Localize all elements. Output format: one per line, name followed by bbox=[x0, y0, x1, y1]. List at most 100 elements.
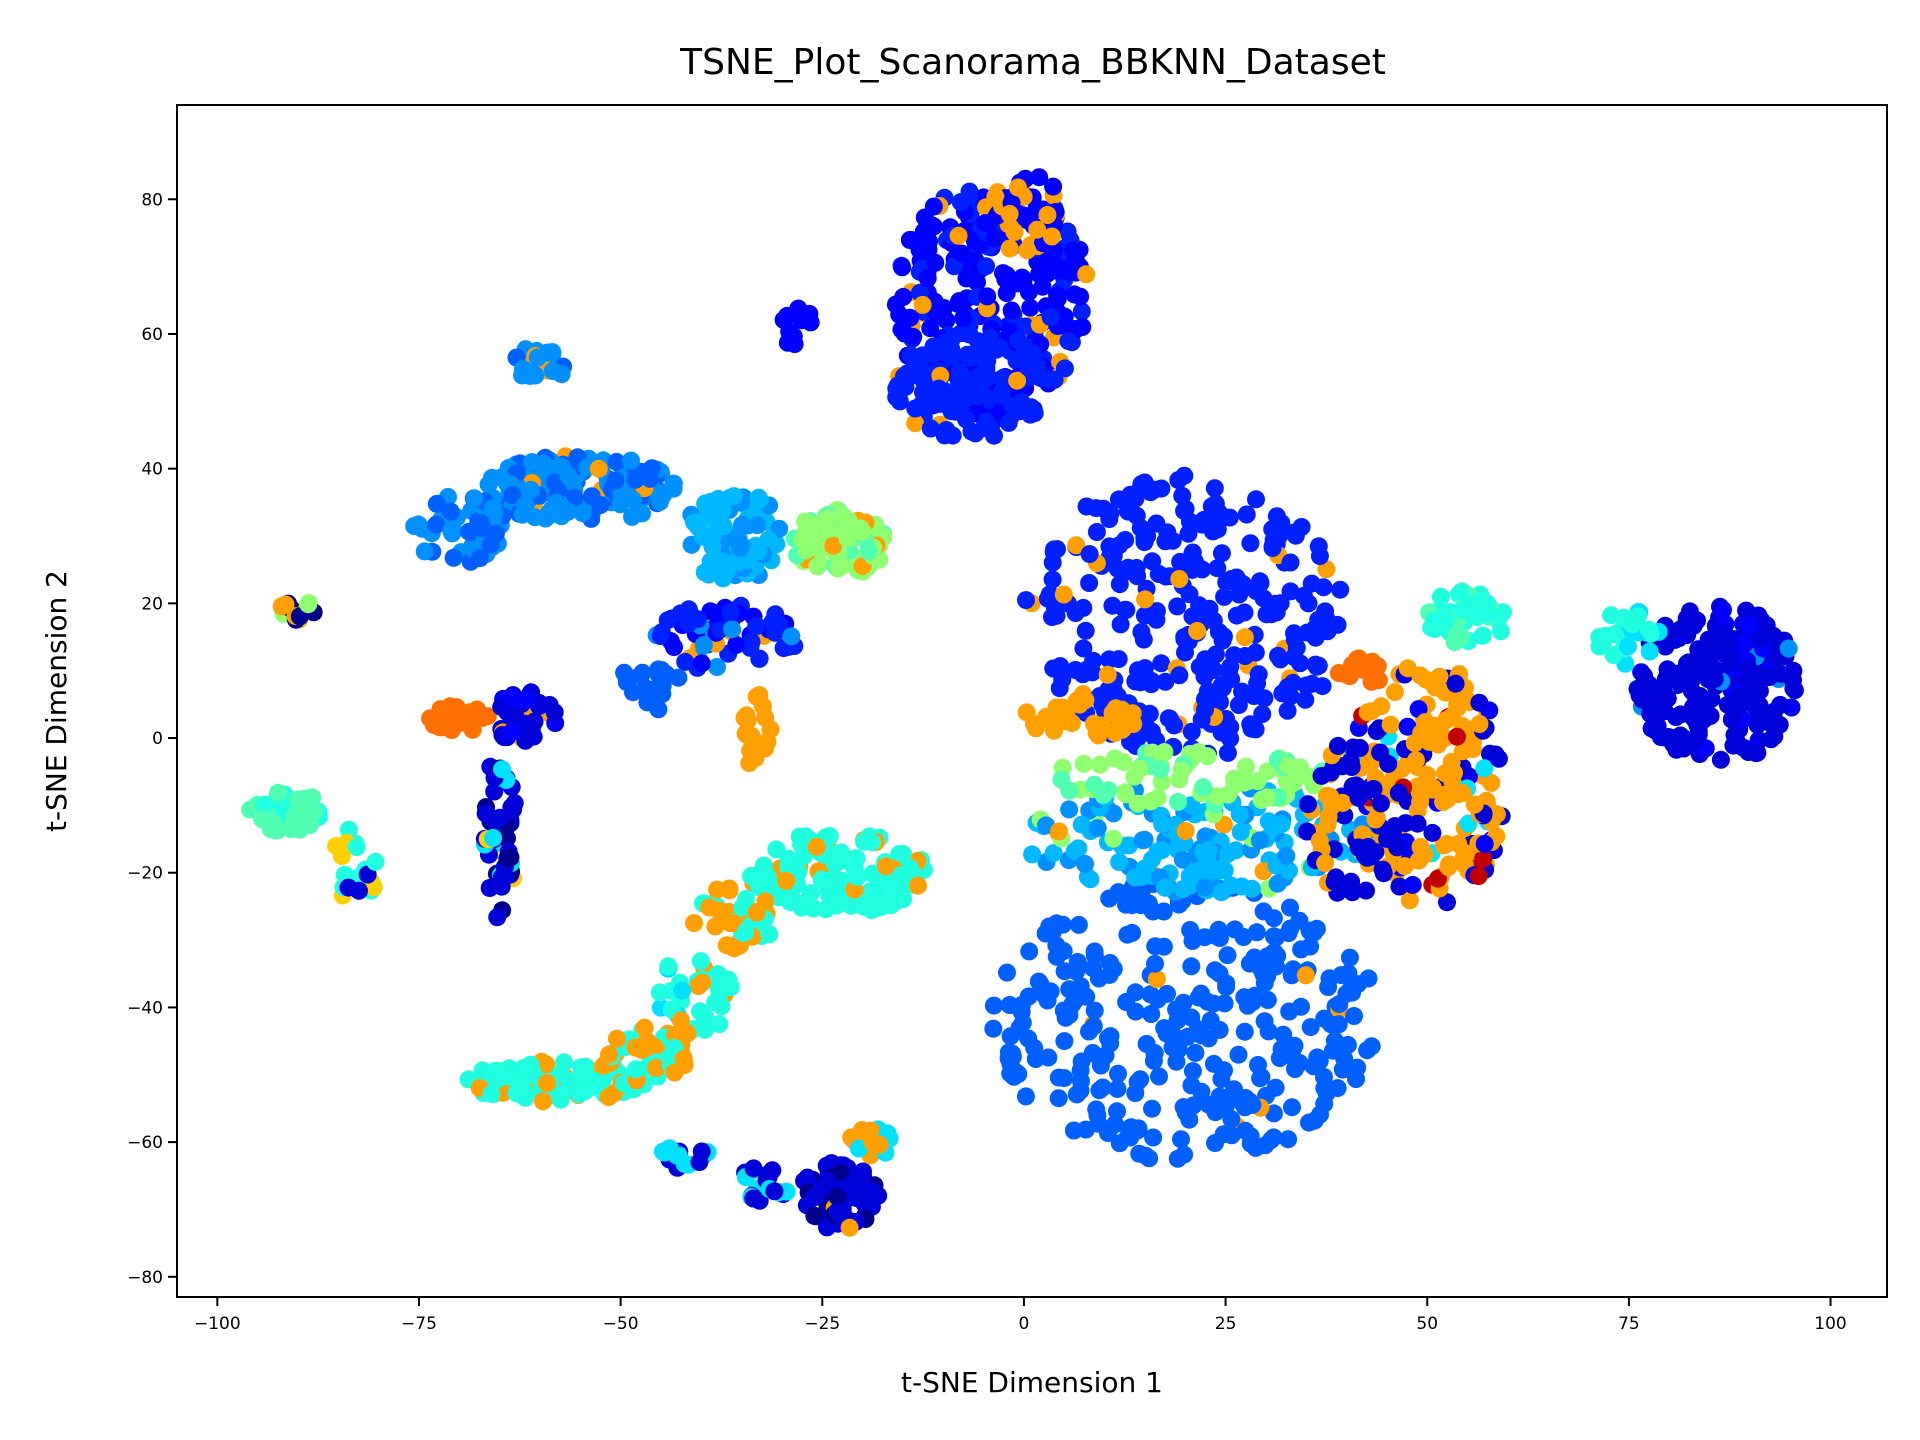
scatter-point bbox=[1008, 371, 1027, 390]
scatter-point bbox=[1429, 869, 1447, 888]
scatter-point bbox=[1073, 318, 1092, 336]
scatter-point bbox=[1489, 749, 1508, 768]
scatter-point bbox=[1033, 277, 1052, 296]
scatter-point bbox=[1044, 177, 1063, 196]
scatter-point bbox=[1026, 1050, 1045, 1068]
scatter-point bbox=[366, 852, 385, 871]
scatter-point bbox=[1173, 880, 1192, 899]
scatter-point bbox=[1208, 787, 1227, 806]
scatter-point bbox=[1217, 974, 1236, 993]
scatter-point bbox=[782, 627, 801, 646]
scatter-point bbox=[1022, 398, 1041, 417]
scatter-point bbox=[540, 696, 559, 714]
scatter-point bbox=[1176, 822, 1195, 840]
scatter-point bbox=[1128, 661, 1147, 680]
scatter-point bbox=[692, 654, 711, 673]
scatter-point bbox=[1140, 1149, 1159, 1168]
scatter-point bbox=[1116, 783, 1135, 802]
scatter-point bbox=[1219, 844, 1237, 863]
scatter-point bbox=[1049, 1089, 1068, 1108]
scatter-point bbox=[742, 727, 761, 745]
scatter-point bbox=[1424, 611, 1443, 630]
scatter-point bbox=[1009, 178, 1027, 197]
scatter-point bbox=[819, 508, 838, 527]
scatter-point bbox=[1067, 691, 1086, 710]
scatter-point bbox=[1218, 743, 1237, 762]
scatter-point bbox=[1147, 970, 1166, 989]
scatter-point bbox=[1290, 1054, 1309, 1072]
scatter-point bbox=[1396, 814, 1415, 833]
scatter-point bbox=[463, 720, 482, 739]
scatter-point bbox=[1430, 720, 1449, 739]
scatter-point bbox=[1039, 708, 1058, 727]
scatter-point bbox=[976, 356, 995, 375]
scatter-point bbox=[1186, 1043, 1205, 1062]
scatter-point bbox=[723, 620, 741, 639]
scatter-point bbox=[921, 319, 940, 338]
scatter-point bbox=[1296, 966, 1315, 985]
scatter-point bbox=[1120, 836, 1138, 855]
scatter-point bbox=[1119, 502, 1138, 521]
scatter-point bbox=[1389, 783, 1408, 802]
scatter-point bbox=[1296, 690, 1315, 709]
scatter-point bbox=[1022, 343, 1041, 362]
scatter-point bbox=[503, 486, 522, 505]
scatter-point bbox=[1748, 715, 1767, 734]
scatter-point bbox=[1047, 936, 1066, 955]
scatter-point bbox=[1416, 713, 1435, 732]
scatter-point bbox=[961, 348, 980, 367]
scatter-point bbox=[1340, 948, 1359, 967]
scatter-point bbox=[1196, 827, 1215, 846]
scatter-point bbox=[1176, 643, 1194, 662]
scatter-point bbox=[1398, 659, 1417, 678]
scatter-point bbox=[1101, 504, 1120, 523]
scatter-point bbox=[654, 485, 673, 504]
scatter-point bbox=[1208, 559, 1227, 578]
scatter-point bbox=[1750, 629, 1769, 648]
scatter-point bbox=[1473, 626, 1492, 645]
scatter-point bbox=[1453, 784, 1472, 802]
scatter-point bbox=[666, 1025, 685, 1044]
scatter-point bbox=[1292, 940, 1311, 959]
scatter-point bbox=[1405, 734, 1424, 753]
scatter-point bbox=[862, 1132, 881, 1151]
scatter-point bbox=[1449, 834, 1468, 853]
scatter-point bbox=[471, 549, 489, 568]
scatter-point bbox=[1319, 978, 1338, 996]
scatter-point bbox=[862, 833, 881, 852]
scatter-point bbox=[1253, 705, 1272, 723]
scatter-point bbox=[1074, 598, 1093, 617]
scatter-point bbox=[606, 471, 625, 490]
scatter-point bbox=[819, 881, 838, 900]
scatter-point bbox=[1281, 553, 1300, 572]
scatter-point bbox=[1286, 526, 1305, 545]
scatter-point bbox=[1060, 781, 1079, 800]
scatter-point bbox=[1302, 674, 1321, 693]
scatter-point bbox=[1208, 520, 1227, 539]
scatter-point bbox=[1045, 540, 1063, 559]
scatter-point bbox=[1169, 1040, 1188, 1059]
scatter-point bbox=[777, 872, 796, 890]
scatter-point bbox=[710, 1015, 729, 1034]
scatter-point bbox=[513, 505, 532, 524]
scatter-point bbox=[521, 480, 540, 499]
scatter-point bbox=[761, 720, 780, 739]
scatter-point bbox=[727, 635, 746, 654]
scatter-point bbox=[650, 983, 669, 1002]
scatter-point bbox=[1233, 682, 1251, 701]
scatter-point bbox=[719, 975, 738, 994]
scatter-point bbox=[747, 903, 766, 922]
scatter-point bbox=[1182, 1008, 1201, 1027]
scatter-point bbox=[747, 617, 766, 635]
scatter-point bbox=[694, 636, 713, 654]
scatter-point bbox=[1043, 570, 1062, 589]
scatter-point bbox=[1641, 704, 1660, 723]
scatter-point bbox=[1048, 286, 1067, 305]
scatter-point bbox=[255, 795, 274, 814]
scatter-point bbox=[1038, 991, 1057, 1010]
scatter-point bbox=[1215, 587, 1234, 606]
scatter-point bbox=[1746, 691, 1765, 710]
scatter-point bbox=[986, 187, 1005, 206]
scatter-point bbox=[1407, 751, 1425, 770]
scatter-point bbox=[1156, 672, 1175, 691]
